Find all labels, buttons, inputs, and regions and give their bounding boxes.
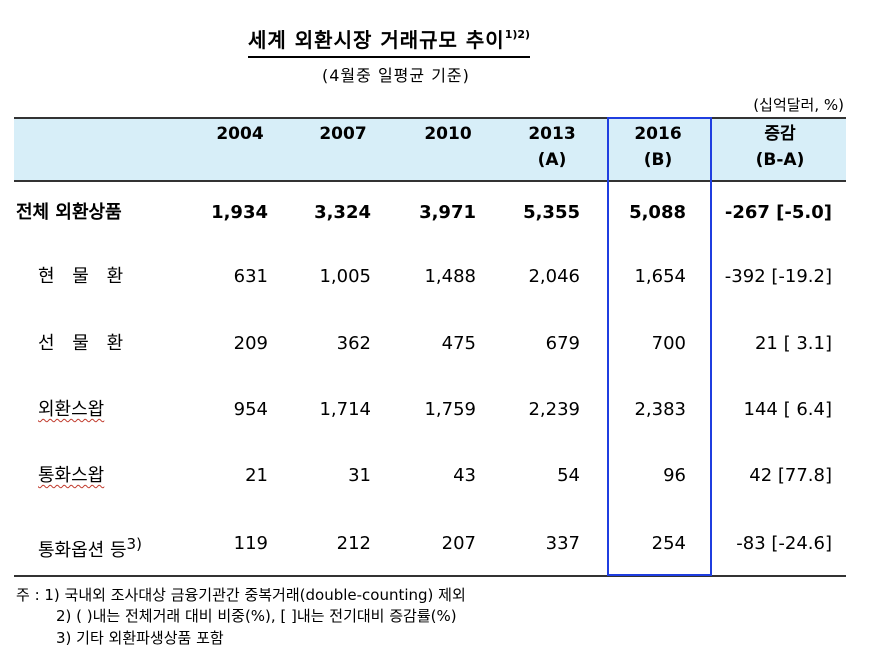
cell-options-2010: 207 [441, 533, 476, 554]
cell-total-change: -267 [-5.0] [724, 202, 832, 223]
col-header-2004: 2004 [216, 124, 264, 144]
header-background [14, 118, 846, 180]
header-rule [14, 180, 846, 182]
cell-fx-swap-2004: 954 [233, 399, 268, 420]
cell-spot-2010: 1,488 [424, 266, 476, 287]
cell-options-2007: 212 [336, 533, 371, 554]
bottom-rule [14, 575, 846, 577]
cell-currency-swap-2010: 43 [453, 465, 476, 486]
cell-total-2016: 5,088 [629, 202, 686, 223]
footnote-2: 2) ( )내는 전체거래 대비 비중(%), [ ]내는 전기대비 증감률(%… [56, 607, 457, 625]
col-header-2010: 2010 [424, 124, 472, 144]
title-footnote-marker: 1)2) [504, 28, 531, 41]
row-label-currency-swap: 통화스왑 [38, 465, 105, 486]
cell-options-change: -83 [-24.6] [736, 533, 832, 554]
cell-fx-swap-2016: 2,383 [634, 399, 686, 420]
cell-forward-2007: 362 [336, 333, 371, 354]
cell-currency-swap-2007: 31 [348, 465, 371, 486]
row-label-options: 통화옵션 등3) [38, 532, 142, 563]
top-rule [14, 117, 846, 119]
row-label-spot: 현 물 환 [38, 266, 130, 287]
table-title: 세계 외환시장 거래규모 추이1)2) [248, 24, 531, 58]
footnote-1: 주 : 1) 국내외 조사대상 금융기관간 중복거래(double-counti… [16, 586, 466, 604]
row-label-fx-swap: 외환스왑 [38, 399, 105, 420]
col-header-2007: 2007 [319, 124, 367, 144]
cell-forward-2010: 475 [441, 333, 476, 354]
table-subtitle: (4월중 일평균 기준) [322, 66, 470, 85]
cell-currency-swap-2016: 96 [663, 465, 686, 486]
cell-currency-swap-2004: 21 [245, 465, 268, 486]
footnote-3: 3) 기타 외환파생상품 포함 [56, 629, 224, 647]
cell-fx-swap-2007: 1,714 [319, 399, 371, 420]
cell-total-2013: 5,355 [523, 202, 580, 223]
row-label-forward: 선 물 환 [38, 333, 130, 354]
col-header-change: 증감 [764, 124, 796, 144]
col-sub-2016: (B) [643, 150, 673, 170]
col-header-2016: 2016 [634, 124, 682, 144]
cell-fx-swap-2010: 1,759 [424, 399, 476, 420]
cell-spot-2016: 1,654 [634, 266, 686, 287]
cell-forward-2016: 700 [651, 333, 686, 354]
cell-currency-swap-2013: 54 [557, 465, 580, 486]
col-sub-change: (B-A) [755, 150, 805, 170]
cell-forward-2004: 209 [233, 333, 268, 354]
cell-fx-swap-change: 144 [ 6.4] [743, 399, 832, 420]
col-sub-2013: (A) [537, 150, 567, 170]
row-label-total: 전체 외환상품 [16, 202, 122, 223]
cell-currency-swap-change: 42 [77.8] [749, 465, 832, 486]
cell-spot-2013: 2,046 [528, 266, 580, 287]
cell-total-2010: 3,971 [419, 202, 476, 223]
highlight-2016-column [607, 117, 712, 576]
cell-options-2013: 337 [545, 533, 580, 554]
cell-fx-swap-2013: 2,239 [528, 399, 580, 420]
cell-options-2016: 254 [651, 533, 686, 554]
unit-label: (십억달러, %) [753, 96, 844, 114]
cell-forward-2013: 679 [545, 333, 580, 354]
cell-total-2007: 3,324 [314, 202, 371, 223]
cell-forward-change: 21 [ 3.1] [754, 333, 832, 354]
options-footnote-marker: 3) [126, 535, 142, 553]
cell-spot-change: -392 [-19.2] [724, 266, 832, 287]
table-title-text: 세계 외환시장 거래규모 추이 [248, 28, 505, 52]
cell-total-2004: 1,934 [211, 202, 268, 223]
row-label-options-text: 통화옵션 등 [38, 540, 127, 561]
col-header-2013: 2013 [528, 124, 576, 144]
cell-spot-2004: 631 [233, 266, 268, 287]
cell-options-2004: 119 [233, 533, 268, 554]
cell-spot-2007: 1,005 [319, 266, 371, 287]
